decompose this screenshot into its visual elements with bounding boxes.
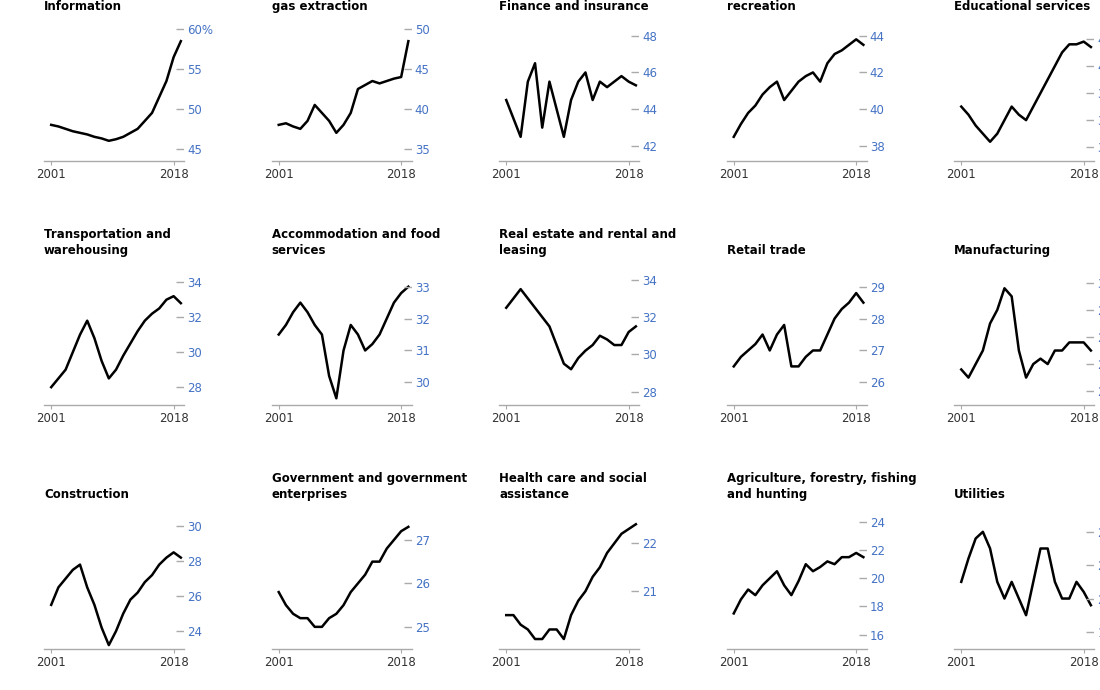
Text: Health care and social
assistance: Health care and social assistance bbox=[499, 472, 647, 501]
Text: Utilities: Utilities bbox=[954, 488, 1005, 501]
Text: Information: Information bbox=[44, 0, 122, 13]
Text: Mining, quarrying, and oil and
gas extraction: Mining, quarrying, and oil and gas extra… bbox=[272, 0, 472, 13]
Text: Construction: Construction bbox=[44, 488, 129, 501]
Text: Accommodation and food
services: Accommodation and food services bbox=[272, 228, 440, 257]
Text: Government and government
enterprises: Government and government enterprises bbox=[272, 472, 466, 501]
Text: Real estate and rental and
leasing: Real estate and rental and leasing bbox=[499, 228, 676, 257]
Text: Arts, entertainment, and
recreation: Arts, entertainment, and recreation bbox=[726, 0, 892, 13]
Text: Finance and insurance: Finance and insurance bbox=[499, 0, 649, 13]
Text: Transportation and
warehousing: Transportation and warehousing bbox=[44, 228, 170, 257]
Text: Educational services: Educational services bbox=[954, 0, 1090, 13]
Text: Agriculture, forestry, fishing
and hunting: Agriculture, forestry, fishing and hunti… bbox=[726, 472, 916, 501]
Text: Retail trade: Retail trade bbox=[726, 244, 805, 257]
Text: Manufacturing: Manufacturing bbox=[954, 244, 1052, 257]
